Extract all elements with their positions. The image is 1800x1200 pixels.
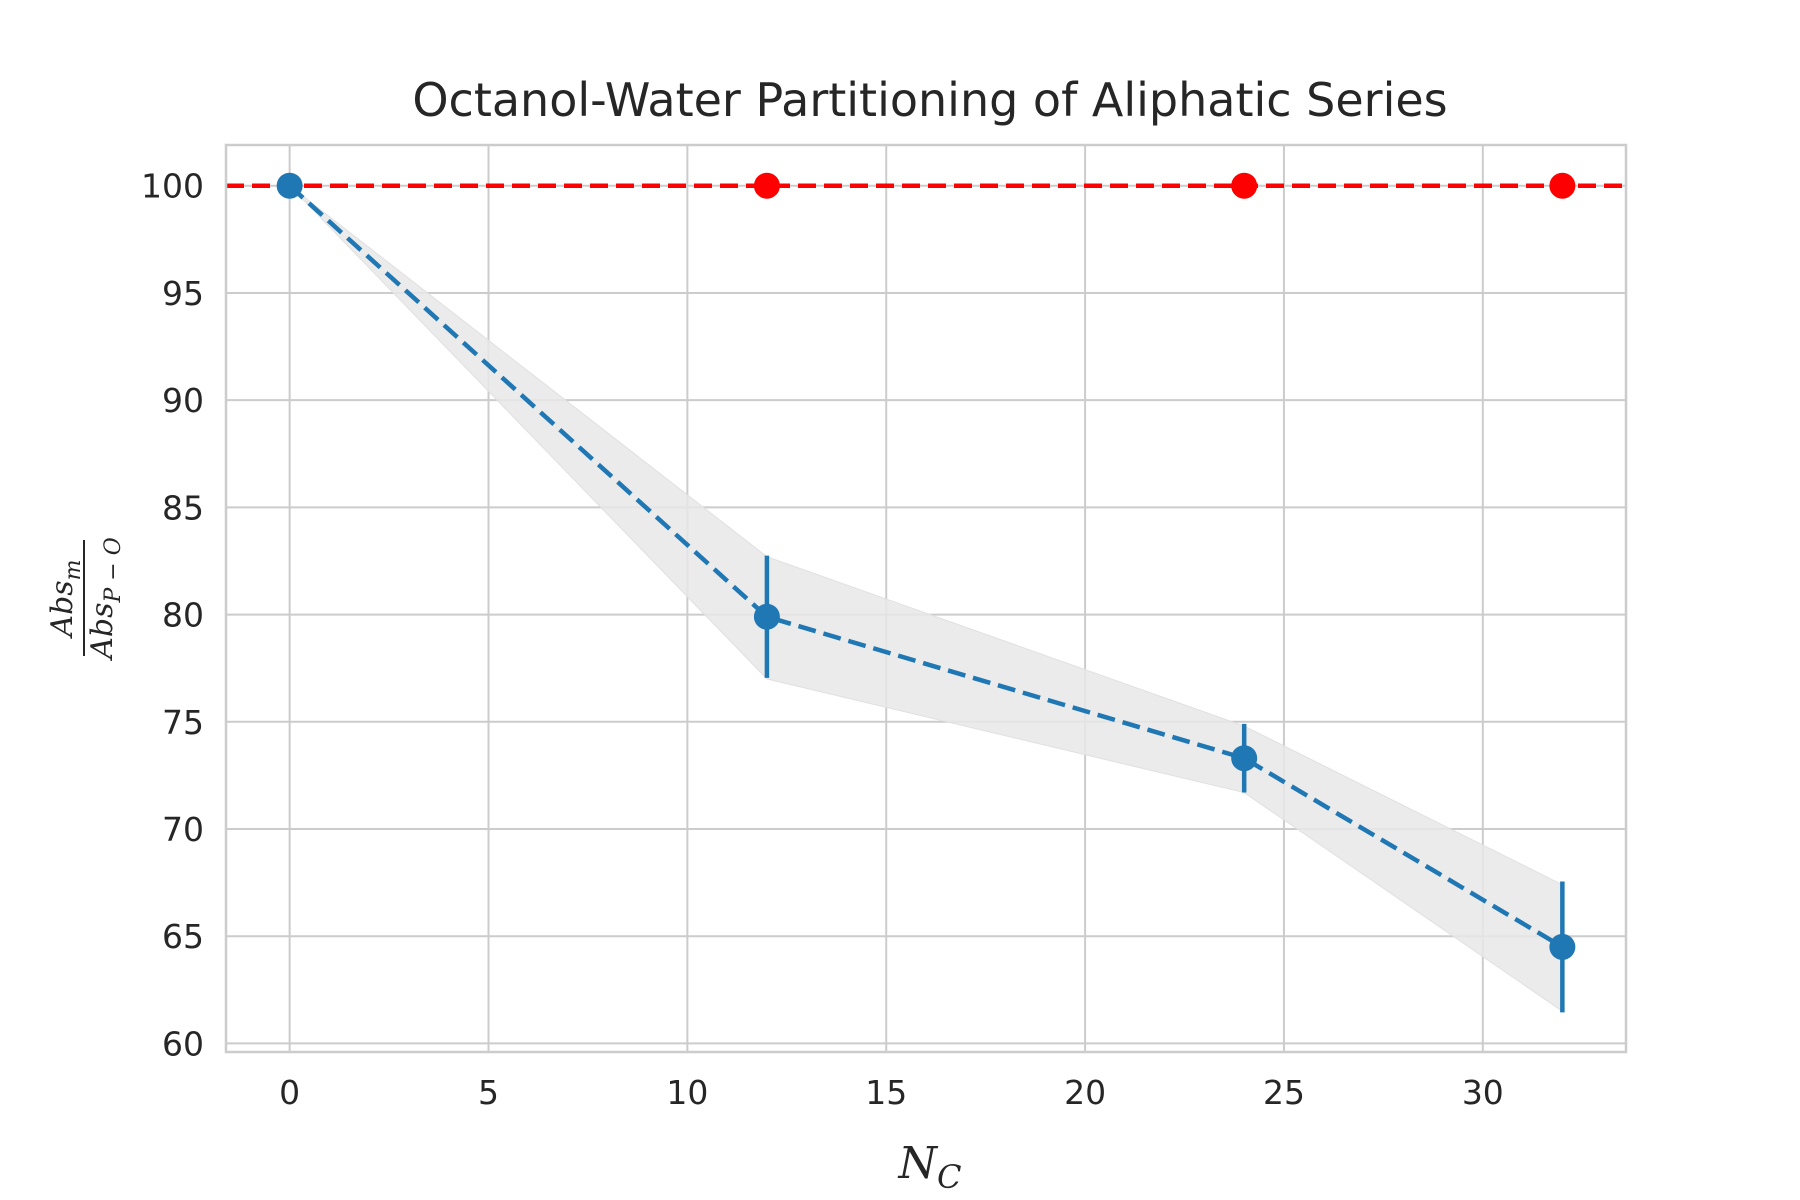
reference-point	[1231, 172, 1258, 199]
y-tick-label: 90	[162, 381, 204, 420]
y-axis-label-numerator: Absm	[45, 559, 86, 639]
x-axis-label-main: N	[898, 1138, 939, 1189]
y-tick-label: 60	[162, 1024, 204, 1063]
y-denominator-main: Abs	[85, 603, 120, 662]
reference-point	[1549, 172, 1576, 199]
x-axis-label: NC	[898, 1138, 962, 1196]
data-point	[1231, 745, 1258, 772]
y-numerator-subscript: m	[61, 559, 86, 580]
plot-series	[226, 172, 1626, 1013]
y-tick-label: 65	[162, 917, 204, 956]
x-tick-label: 0	[279, 1073, 300, 1112]
plot-frame	[224, 143, 1628, 1054]
series-line	[288, 184, 1564, 949]
data-point	[753, 603, 780, 630]
y-tick-label: 95	[162, 274, 204, 313]
x-tick-label: 30	[1462, 1073, 1504, 1112]
grid	[226, 145, 1626, 1052]
tick-labels: 0 5 10 15 20 25 30 60 65 70 75 80 85 90 95 100	[141, 167, 1504, 1112]
y-axis-label: Absm AbsP − O	[45, 537, 126, 662]
y-tick-label: 85	[162, 488, 204, 527]
y-numerator-main: Abs	[45, 580, 80, 639]
y-tick-label: 75	[162, 703, 204, 742]
data-point	[276, 172, 303, 199]
data-point	[1549, 933, 1576, 960]
x-tick-label: 25	[1263, 1073, 1305, 1112]
y-tick-label: 70	[162, 810, 204, 849]
chart-title: Octanol-Water Partitioning of Aliphatic …	[412, 73, 1447, 127]
x-axis-label-subscript: C	[937, 1158, 961, 1196]
reference-point	[753, 172, 780, 199]
y-tick-label: 80	[162, 596, 204, 635]
y-tick-label: 100	[141, 167, 204, 206]
y-denominator-subscript: P − O	[101, 537, 126, 603]
x-tick-label: 10	[666, 1073, 708, 1112]
x-tick-label: 20	[1064, 1073, 1106, 1112]
y-axis-label-denominator: AbsP − O	[85, 537, 126, 662]
x-tick-label: 15	[865, 1073, 907, 1112]
x-tick-label: 5	[478, 1073, 499, 1112]
